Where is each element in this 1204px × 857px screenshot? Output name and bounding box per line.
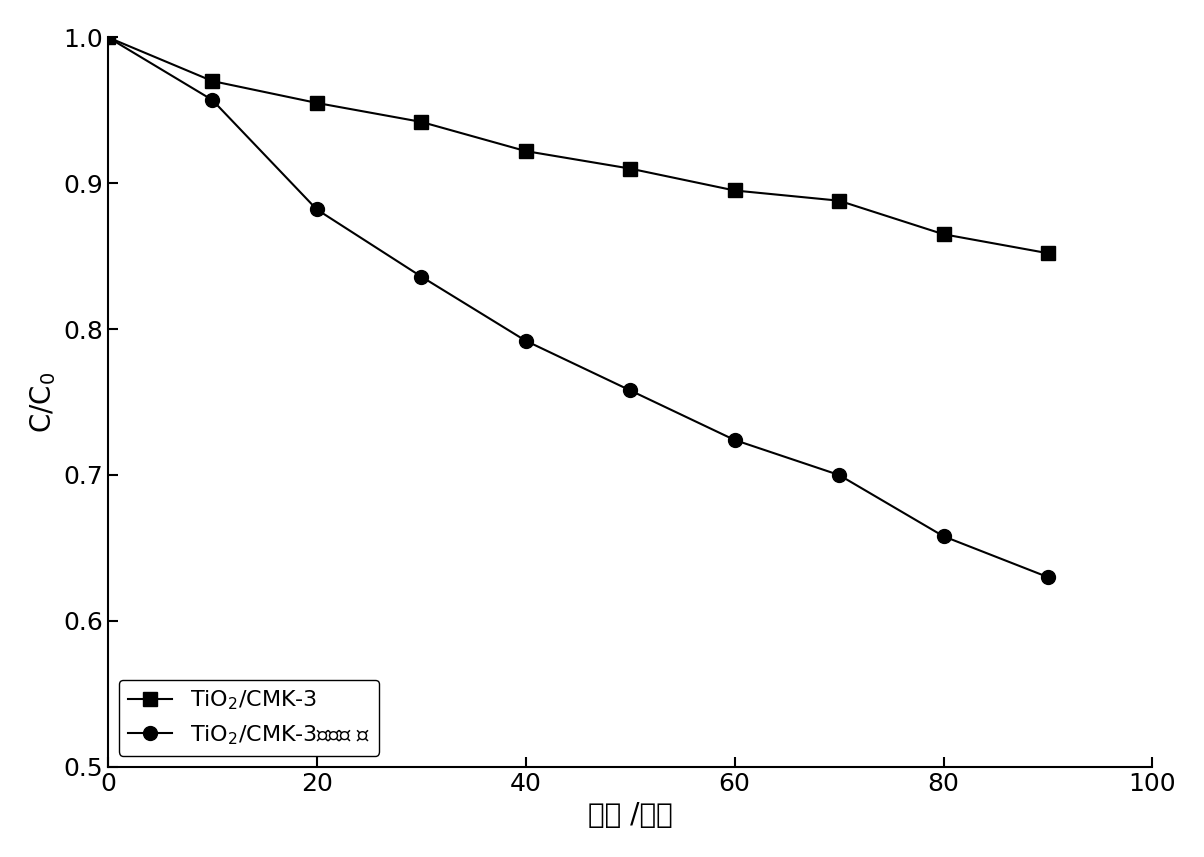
TiO$_2$/CMK-3（辐照 ） — [622, 386, 637, 396]
TiO$_2$/CMK-3（辐照 ） — [937, 531, 951, 542]
TiO$_2$/CMK-3（辐照 ） — [832, 470, 846, 480]
TiO$_2$/CMK-3（辐照 ） — [1040, 572, 1055, 582]
TiO$_2$/CMK-3 — [519, 146, 533, 156]
Line: TiO$_2$/CMK-3（辐照 ）: TiO$_2$/CMK-3（辐照 ） — [101, 30, 1055, 584]
TiO$_2$/CMK-3 — [101, 32, 116, 42]
Legend: TiO$_2$/CMK-3, TiO$_2$/CMK-3（辐照 ）: TiO$_2$/CMK-3, TiO$_2$/CMK-3（辐照 ） — [119, 680, 379, 756]
TiO$_2$/CMK-3 — [832, 195, 846, 206]
TiO$_2$/CMK-3（辐照 ） — [414, 272, 429, 282]
TiO$_2$/CMK-3 — [414, 117, 429, 127]
TiO$_2$/CMK-3 — [937, 229, 951, 239]
TiO$_2$/CMK-3 — [309, 98, 324, 108]
TiO$_2$/CMK-3（辐照 ） — [519, 336, 533, 346]
TiO$_2$/CMK-3 — [622, 164, 637, 174]
TiO$_2$/CMK-3（辐照 ） — [205, 95, 219, 105]
Line: TiO$_2$/CMK-3: TiO$_2$/CMK-3 — [101, 30, 1055, 261]
TiO$_2$/CMK-3 — [205, 76, 219, 87]
TiO$_2$/CMK-3 — [727, 185, 742, 195]
TiO$_2$/CMK-3 — [1040, 248, 1055, 258]
TiO$_2$/CMK-3（辐照 ） — [727, 434, 742, 445]
X-axis label: 时间 /分钟: 时间 /分钟 — [588, 801, 673, 830]
Y-axis label: C/C$_0$: C/C$_0$ — [28, 371, 58, 433]
TiO$_2$/CMK-3（辐照 ） — [101, 32, 116, 42]
TiO$_2$/CMK-3（辐照 ） — [309, 204, 324, 214]
